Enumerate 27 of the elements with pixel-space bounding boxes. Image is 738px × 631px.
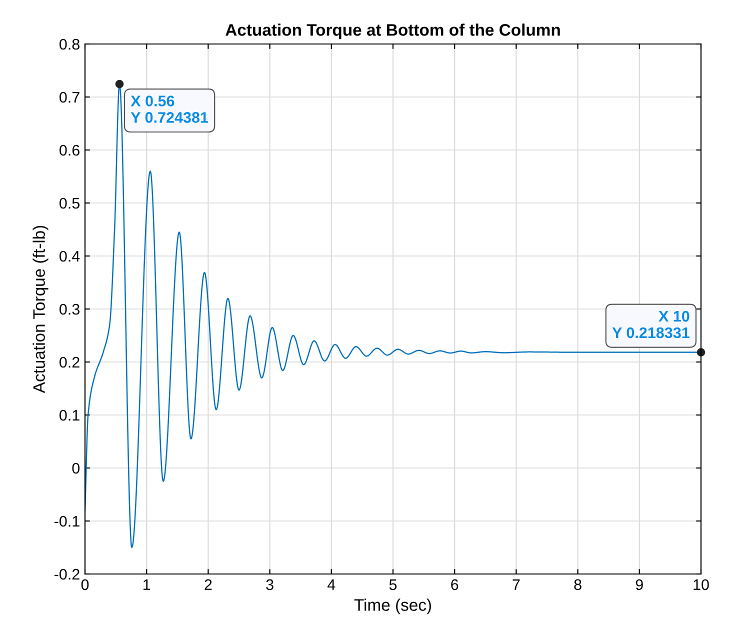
x-tick-label: 2 bbox=[204, 579, 212, 590]
y-tick-label: 0.7 bbox=[60, 92, 80, 103]
x-tick-label: 3 bbox=[266, 579, 274, 590]
x-tick-label: 9 bbox=[636, 579, 643, 590]
x-tick-label: 8 bbox=[574, 579, 582, 590]
y-tick-label: 0.6 bbox=[60, 144, 80, 156]
x-tick-label: 7 bbox=[512, 579, 520, 590]
y-tick-label: 0.3 bbox=[60, 304, 80, 315]
x-tick-label: 6 bbox=[451, 579, 458, 590]
x-tick-label: 5 bbox=[389, 579, 397, 590]
y-tick-label: -0.2 bbox=[54, 568, 80, 580]
y-tick-label: 0.5 bbox=[60, 198, 80, 209]
y-tick-label: -0.1 bbox=[54, 516, 80, 527]
y-tick-label: 0.1 bbox=[60, 410, 80, 421]
y-tick-label: 0.4 bbox=[60, 250, 80, 262]
y-tick-label: 0 bbox=[72, 462, 80, 474]
x-tick-label: 4 bbox=[328, 579, 336, 590]
annotation: X 10 Y 0.218331 bbox=[612, 310, 690, 338]
chart-title: Actuation Torque at Bottom of the Column bbox=[226, 24, 560, 40]
y-tick-label: 0.2 bbox=[60, 356, 80, 368]
y-axis-title: Actuation Torque (ft-lb) bbox=[32, 226, 48, 394]
annotation: X 0.56 Y 0.724381 bbox=[130, 96, 208, 123]
y-tick-label: 0.8 bbox=[60, 38, 80, 50]
x-tick-label: 10 bbox=[694, 579, 709, 590]
x-axis-title: Time (sec) bbox=[354, 598, 432, 614]
x-tick-label: 0 bbox=[81, 579, 89, 590]
x-tick-label: 1 bbox=[144, 579, 150, 590]
